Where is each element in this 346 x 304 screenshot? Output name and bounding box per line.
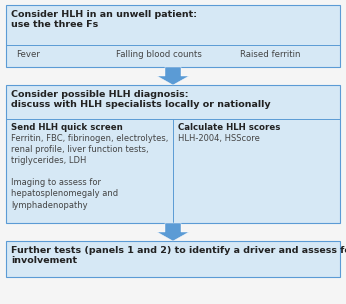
Text: Send HLH quick screen: Send HLH quick screen: [11, 123, 123, 132]
Polygon shape: [157, 67, 189, 85]
Text: Consider possible HLH diagnosis:
discuss with HLH specialists locally or nationa: Consider possible HLH diagnosis: discuss…: [11, 90, 271, 109]
Text: Raised ferritin: Raised ferritin: [240, 50, 300, 59]
Text: Falling blood counts: Falling blood counts: [116, 50, 202, 59]
Text: Consider HLH in an unwell patient:
use the three Fs: Consider HLH in an unwell patient: use t…: [11, 10, 197, 29]
Bar: [6, 85, 340, 223]
Text: Calculate HLH scores: Calculate HLH scores: [178, 123, 280, 132]
Polygon shape: [157, 223, 189, 241]
Text: Fever: Fever: [16, 50, 40, 59]
Bar: [6, 5, 340, 67]
Text: HLH-2004, HSScore: HLH-2004, HSScore: [178, 134, 260, 143]
Bar: [6, 241, 340, 277]
Text: Further tests (panels 1 and 2) to identify a driver and assess for organ
involve: Further tests (panels 1 and 2) to identi…: [11, 246, 346, 265]
Text: Ferritin, FBC, fibrinogen, electrolytes,
renal profile, liver function tests,
tr: Ferritin, FBC, fibrinogen, electrolytes,…: [11, 134, 169, 209]
